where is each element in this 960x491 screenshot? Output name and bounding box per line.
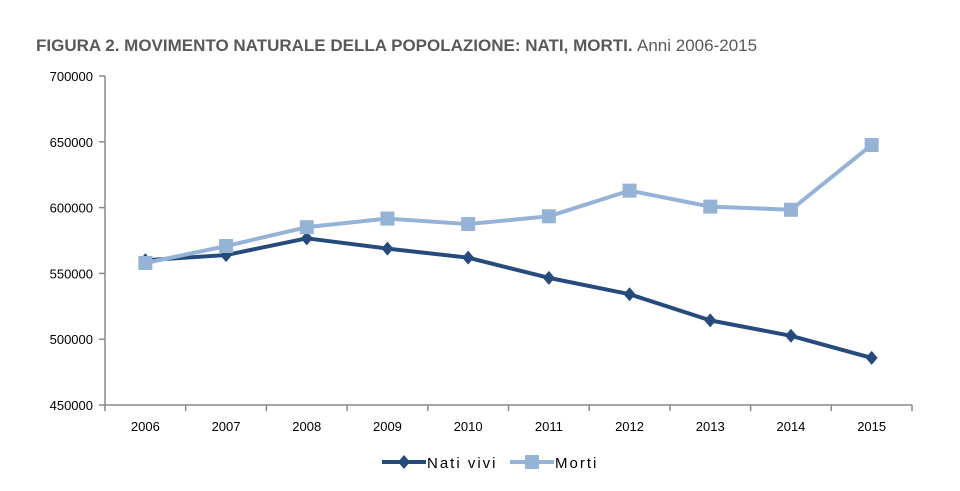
legend: Nati vivi Morti: [382, 455, 598, 472]
data-point: [461, 217, 476, 232]
axes: 450000 500000 550000 600000 650000 700000 2006…: [50, 69, 913, 434]
series-nati-vivi: [139, 231, 878, 365]
legend-marker: [525, 455, 539, 469]
data-point: [138, 256, 153, 271]
legend-item: Morti: [510, 455, 598, 472]
y-tick-label: 600000: [50, 201, 93, 216]
series-line: [145, 236, 873, 360]
data-point: [622, 183, 637, 198]
data-point: [704, 313, 717, 328]
data-point: [381, 241, 394, 256]
y-tick-label: 550000: [50, 266, 93, 281]
data-point: [300, 231, 313, 246]
data-point: [299, 220, 314, 235]
data-point: [864, 137, 879, 152]
x-tick-label: 2013: [696, 419, 725, 434]
data-point: [219, 239, 234, 254]
data-point: [703, 199, 718, 214]
legend-marker: [398, 455, 410, 469]
data-point: [542, 270, 555, 285]
x-tick-label: 2006: [131, 419, 160, 434]
data-point: [380, 211, 395, 226]
series-group: [138, 137, 879, 365]
y-tick-label: 650000: [50, 135, 93, 150]
x-tick-label: 2009: [373, 419, 402, 434]
y-tick-label: 700000: [50, 69, 93, 84]
x-tick-label: 2014: [776, 419, 805, 434]
data-point: [623, 287, 636, 302]
series-morti: [138, 137, 879, 271]
legend-label: Morti: [555, 455, 598, 472]
data-point: [462, 250, 475, 265]
x-tick-label: 2010: [454, 419, 483, 434]
x-tick-label: 2007: [212, 419, 241, 434]
data-point: [865, 350, 878, 365]
legend-label: Nati vivi: [427, 455, 498, 472]
data-point: [783, 202, 798, 217]
x-tick-label: 2012: [615, 419, 644, 434]
y-tick-label: 450000: [50, 398, 93, 413]
x-tick-label: 2008: [292, 419, 321, 434]
x-tick-label: 2011: [535, 419, 563, 434]
legend-item: Nati vivi: [382, 455, 498, 472]
chart-title: FIGURA 2. MOVIMENTO NATURALE DELLA POPOL…: [36, 36, 757, 55]
x-tick-label: 2015: [857, 419, 886, 434]
data-point: [784, 328, 797, 343]
data-point: [541, 209, 556, 224]
y-tick-label: 500000: [50, 332, 93, 347]
chart-subtitle: Anni 2006-2015: [637, 36, 757, 55]
series-line: [144, 143, 873, 265]
